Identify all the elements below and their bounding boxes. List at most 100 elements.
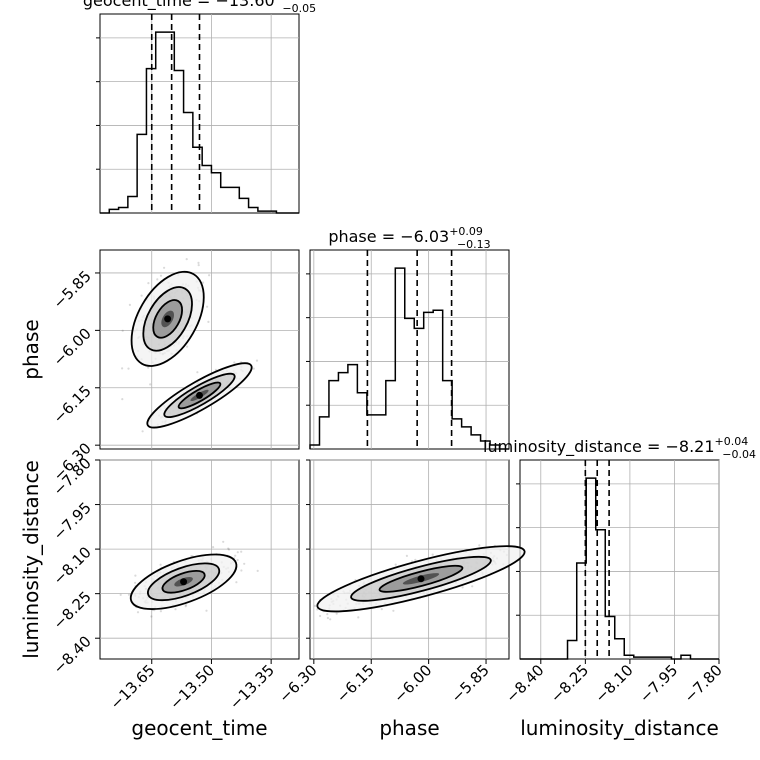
sample-point	[329, 618, 332, 621]
sample-point	[121, 398, 124, 401]
sample-point	[240, 569, 243, 572]
x-axis-label-luminosity_distance: luminosity_distance	[520, 716, 719, 740]
y-tick-label: −6.15	[50, 382, 95, 427]
sample-point	[205, 609, 208, 612]
sample-point	[414, 558, 417, 562]
x-tick-label: −8.10	[591, 661, 636, 706]
sample-point	[149, 383, 152, 386]
sample-point	[461, 586, 464, 589]
sample-point	[357, 616, 360, 619]
sample-point	[478, 544, 481, 547]
density-peak	[417, 575, 425, 583]
density-peak	[180, 578, 188, 586]
sample-point	[196, 371, 199, 374]
sample-point	[255, 359, 259, 362]
histogram-phase	[309, 267, 509, 450]
panel-title-luminosity_distance: luminosity_distance = −8.21+0.04 −0.04	[483, 435, 756, 461]
title-main: phase = −6.03	[328, 227, 449, 246]
sample-point	[134, 574, 137, 577]
sample-point	[392, 609, 395, 612]
sample-point	[227, 547, 230, 550]
sample-point	[159, 274, 163, 277]
sample-point	[256, 569, 259, 573]
contour-line	[177, 381, 222, 410]
sample-point	[163, 266, 166, 269]
x-axis-label-geocent_time: geocent_time	[131, 716, 267, 740]
sample-point	[207, 320, 210, 323]
x-tick-label: −13.65	[107, 661, 159, 713]
contour-line	[129, 553, 238, 610]
x-tick-label: −7.95	[636, 661, 681, 706]
sample-point	[127, 367, 130, 370]
sample-point	[134, 581, 137, 584]
title-minus: −0.04	[722, 448, 756, 461]
sample-point	[185, 258, 188, 261]
sample-point	[243, 562, 246, 565]
sample-point	[121, 329, 124, 332]
density-peak	[196, 391, 203, 399]
histogram-geocent_time	[100, 31, 299, 214]
sample-point	[156, 278, 159, 281]
y-tick-label: −7.95	[50, 499, 95, 544]
density-peak	[164, 315, 172, 323]
sample-point	[236, 558, 239, 562]
sample-point	[326, 613, 329, 616]
contour-line	[161, 569, 206, 594]
sample-point	[236, 551, 239, 554]
sample-point	[233, 361, 236, 364]
panel-title-phase: phase = −6.03+0.09 −0.13	[328, 225, 490, 251]
title-plus: +0.07	[275, 0, 309, 2]
sample-point	[184, 604, 188, 607]
sample-point	[201, 281, 205, 284]
sample-point	[150, 615, 153, 618]
x-tick-label: −13.35	[226, 661, 278, 713]
x-tick-label: −8.25	[547, 661, 592, 706]
contour-line	[152, 299, 183, 339]
y-tick-label: −6.00	[50, 324, 95, 369]
title-main: geocent_time = −13.60	[83, 0, 275, 11]
x-tick-label: −13.50	[166, 661, 218, 713]
sample-point	[212, 546, 215, 549]
contour-line	[316, 545, 526, 613]
y-tick-label: −8.25	[50, 588, 95, 633]
sample-point	[235, 581, 238, 584]
sample-point	[206, 305, 209, 308]
sample-point	[197, 261, 200, 264]
sample-point	[326, 616, 329, 620]
histogram-panel-luminosity_distance	[519, 459, 720, 660]
sample-point	[128, 303, 131, 306]
contour-line	[350, 555, 492, 602]
sample-point	[394, 563, 397, 566]
sample-point	[380, 608, 383, 611]
sample-point	[471, 585, 474, 588]
sample-point	[431, 553, 434, 556]
contour-line	[163, 372, 236, 419]
sample-point	[197, 264, 200, 267]
title-minus: −0.13	[457, 238, 491, 251]
sample-point	[227, 548, 231, 551]
x-axis-label-phase: phase	[379, 716, 439, 740]
title-minus: −0.05	[282, 2, 316, 15]
x-tick-label: −8.40	[502, 661, 547, 706]
sample-point	[186, 345, 189, 348]
sample-point	[240, 550, 243, 553]
sample-point	[319, 614, 322, 618]
grid	[310, 250, 509, 449]
sample-point	[121, 367, 124, 370]
grid	[310, 459, 509, 659]
y-axis-label-luminosity_distance: luminosity_distance	[19, 460, 43, 659]
title-main: luminosity_distance = −8.21	[483, 437, 714, 457]
sample-point	[119, 593, 122, 597]
sample-point	[147, 282, 150, 285]
y-tick-label: −8.40	[50, 632, 95, 677]
sample-point	[141, 430, 144, 433]
sample-point	[405, 554, 408, 558]
sample-point	[222, 540, 225, 543]
histogram-panel-geocent_time	[99, 13, 300, 214]
contour-line	[378, 564, 464, 593]
title-plus: +0.09	[449, 225, 483, 238]
sample-point	[127, 593, 131, 596]
histogram-panel-phase	[309, 249, 510, 450]
y-tick-label: −5.85	[50, 267, 95, 312]
